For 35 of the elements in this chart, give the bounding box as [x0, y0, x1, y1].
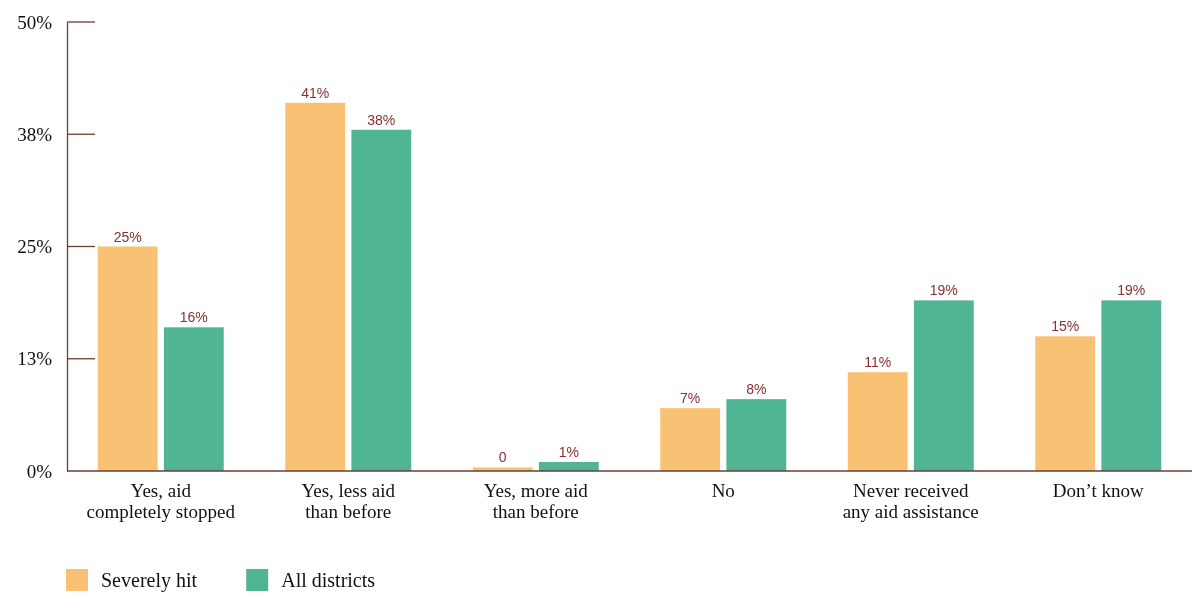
y-tick-label: 50% — [17, 11, 53, 33]
x-tick-label: Don’t know — [1052, 480, 1144, 501]
bar — [163, 327, 224, 471]
legend-label: All districts — [281, 569, 376, 591]
data-label: 19% — [1117, 282, 1146, 299]
bar — [1101, 300, 1162, 471]
data-label: 16% — [179, 309, 208, 326]
bar — [1035, 336, 1096, 471]
legend-label: Severely hit — [101, 569, 198, 592]
x-tick-label: No — [711, 480, 735, 501]
x-tick-label: Never received any aid assistance — [842, 480, 979, 522]
data-label: 7% — [680, 390, 701, 407]
bar — [913, 300, 974, 471]
bar — [847, 372, 908, 471]
data-label: 38% — [367, 111, 396, 128]
data-label: 25% — [113, 228, 142, 245]
data-label: 19% — [929, 282, 958, 299]
data-label: 1% — [558, 444, 579, 461]
data-label: 0 — [498, 449, 507, 466]
data-label: 41% — [301, 84, 330, 101]
x-tick-label: Yes, more aid than before — [483, 480, 589, 522]
data-label: 15% — [1051, 318, 1080, 335]
y-tick-label: 25% — [17, 236, 53, 258]
y-tick-label: 13% — [17, 348, 53, 370]
y-tick-label: 38% — [17, 123, 53, 145]
bar — [285, 102, 346, 471]
x-tick-label: Yes, aid completely stopped — [86, 480, 236, 522]
bar — [660, 408, 721, 471]
bar — [351, 129, 412, 471]
data-label: 11% — [864, 354, 892, 371]
data-label: 8% — [746, 381, 767, 398]
x-tick-label: Yes, less aid than before — [301, 480, 396, 522]
bar — [726, 399, 787, 471]
bar — [97, 246, 158, 471]
y-tick-label: 0% — [26, 460, 53, 482]
